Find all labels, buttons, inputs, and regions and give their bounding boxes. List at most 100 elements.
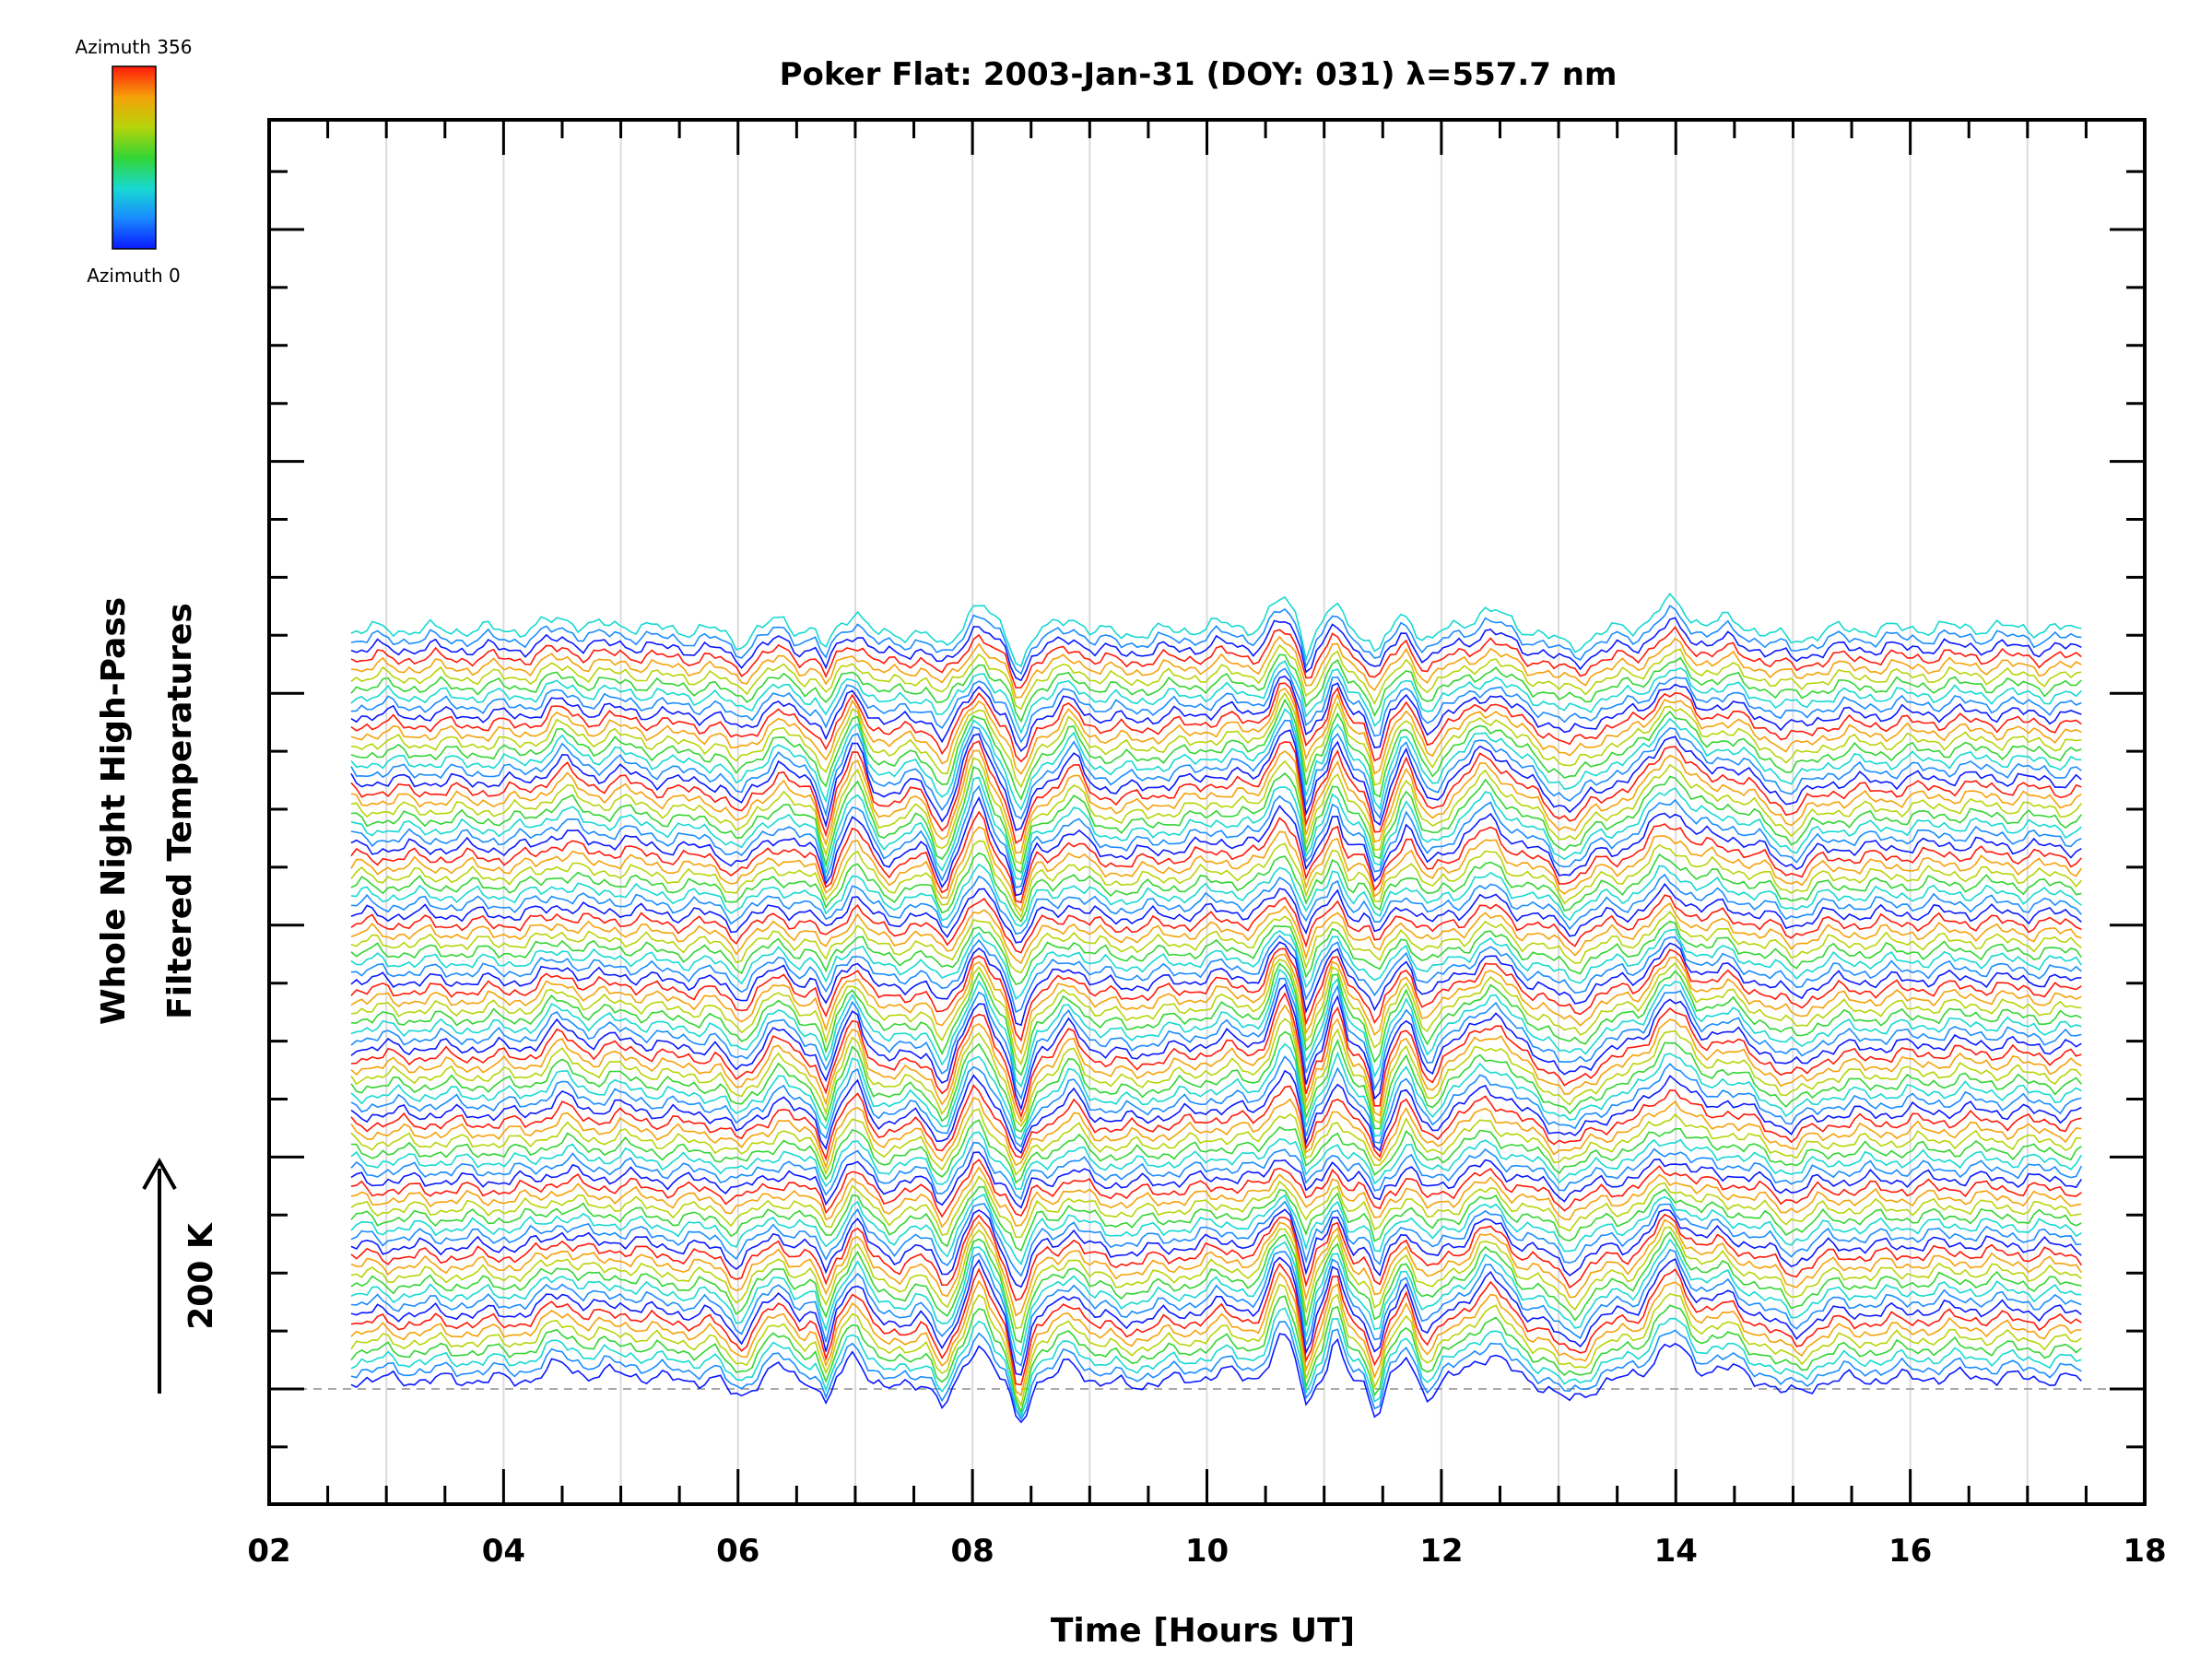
series-line xyxy=(350,653,2082,724)
series-line xyxy=(350,1018,2082,1128)
series-line xyxy=(350,968,2082,1088)
series-line xyxy=(350,626,2082,689)
colorbar xyxy=(112,65,157,250)
series-line xyxy=(350,1226,2082,1330)
x-tick-label: 04 xyxy=(482,1533,525,1570)
x-tick-label: 14 xyxy=(1654,1533,1698,1570)
series-line xyxy=(350,795,2082,897)
series-line xyxy=(350,605,2082,676)
series-line xyxy=(350,953,2082,1055)
series-line xyxy=(350,766,2082,874)
series-line xyxy=(350,941,2082,1027)
x-tick-label: 16 xyxy=(1888,1533,1932,1570)
series-line xyxy=(350,920,2082,986)
colorbar-top-label: Azimuth 356 xyxy=(76,36,193,58)
series-group xyxy=(350,592,2083,1424)
series-line xyxy=(350,1271,2082,1397)
series-line xyxy=(350,992,2082,1119)
series-line xyxy=(350,1321,2082,1421)
x-tick-label: 12 xyxy=(1419,1533,1463,1570)
chart-title: Poker Flat: 2003-Jan-31 (DOY: 031) λ=557… xyxy=(780,56,1618,93)
series-line xyxy=(350,1175,2082,1239)
series-line xyxy=(350,1238,2082,1357)
series-line xyxy=(350,784,2082,888)
series-line xyxy=(350,1166,2082,1229)
series-line xyxy=(350,911,2082,974)
x-tick-label: 02 xyxy=(247,1533,290,1570)
scale-bar-label: 200 K xyxy=(182,1222,220,1330)
series-line xyxy=(350,882,2082,944)
y-axis-label-line-2: Filtered Temperatures xyxy=(161,603,199,1019)
series-line xyxy=(350,691,2082,789)
series-line xyxy=(350,708,2082,811)
series-line xyxy=(350,1108,2082,1176)
series-line xyxy=(350,1186,2082,1253)
series-line xyxy=(350,1283,2082,1407)
series-line xyxy=(350,660,2082,735)
series-line xyxy=(350,1151,2082,1209)
series-line xyxy=(350,1096,2082,1171)
series-line xyxy=(350,873,2082,935)
series-line xyxy=(350,1333,2082,1424)
series-line xyxy=(350,977,2082,1100)
series-line xyxy=(350,635,2082,699)
series-line xyxy=(350,757,2082,865)
series-line xyxy=(350,1230,2082,1344)
series-line xyxy=(350,1295,2082,1415)
series-line xyxy=(350,826,2082,912)
series-line xyxy=(350,1141,2083,1201)
series-line xyxy=(350,1042,2082,1140)
series-line xyxy=(350,1208,2082,1288)
series-line xyxy=(350,1218,2082,1317)
series-line xyxy=(350,935,2082,1014)
x-tick-labels: 02 04 06 08 10 12 14 16 18 xyxy=(247,1533,2166,1570)
series-line xyxy=(350,962,2082,1077)
series-line xyxy=(350,1055,2082,1148)
series-line xyxy=(350,1249,2082,1367)
series-line xyxy=(350,1030,2082,1133)
x-axis-label: Time [Hours UT] xyxy=(1051,1612,1355,1650)
x-tick-label: 10 xyxy=(1185,1533,1229,1570)
series-line xyxy=(350,1213,2082,1301)
series-line xyxy=(350,1004,2082,1124)
series-line xyxy=(350,698,2082,801)
series-line xyxy=(351,1119,2082,1184)
series-line xyxy=(350,729,2082,831)
colorbar-bottom-label: Azimuth 0 xyxy=(87,265,181,287)
x-axis-ticks xyxy=(267,120,2147,1504)
series-line xyxy=(350,959,2082,1066)
series-line xyxy=(350,1158,2082,1218)
series-line xyxy=(350,928,2082,1001)
series-line xyxy=(350,776,2082,881)
x-tick-label: 06 xyxy=(716,1533,759,1570)
series-line xyxy=(350,675,2082,753)
series-line xyxy=(350,749,2082,854)
series-line xyxy=(350,840,2082,919)
series-line xyxy=(350,1193,2082,1265)
series-line xyxy=(350,1256,2082,1376)
series-line xyxy=(350,1263,2082,1386)
series-line xyxy=(350,863,2082,927)
series-line xyxy=(350,1131,2082,1190)
series-line xyxy=(350,1307,2082,1418)
series-line xyxy=(350,852,2082,924)
series-line xyxy=(350,667,2082,744)
series-line xyxy=(350,810,2082,904)
y-axis-label-line-1: Whole Night High-Pass xyxy=(95,597,133,1025)
series-line xyxy=(350,687,2082,775)
series-line xyxy=(350,682,2082,763)
x-tick-label: 18 xyxy=(2123,1533,2166,1570)
series-line xyxy=(350,982,2082,1112)
series-line xyxy=(350,1200,2082,1277)
series-line xyxy=(350,1084,2082,1161)
x-tick-label: 08 xyxy=(950,1533,994,1570)
series-line xyxy=(350,947,2082,1042)
series-line xyxy=(350,643,2082,711)
y-axis-ticks xyxy=(269,170,2145,1449)
series-line xyxy=(350,1069,2082,1155)
series-line xyxy=(350,617,2082,682)
series-line xyxy=(350,894,2082,954)
series-line xyxy=(350,592,2082,667)
